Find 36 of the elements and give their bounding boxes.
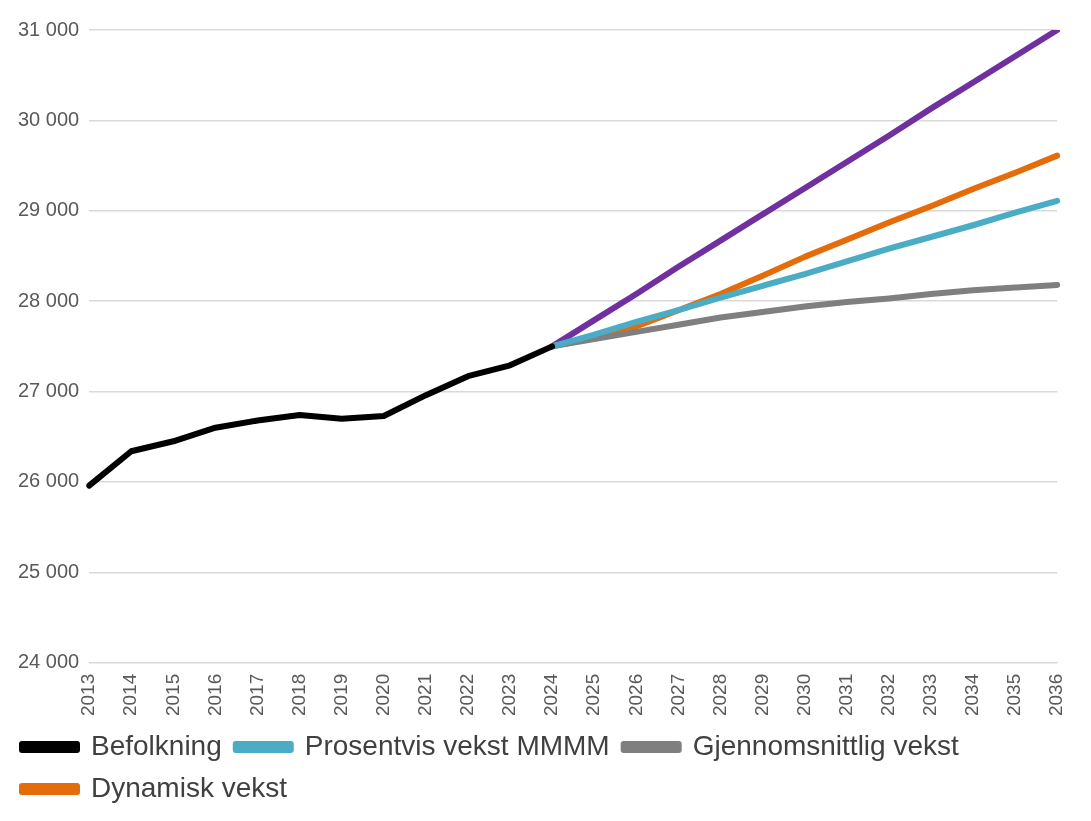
- x-tick-label: 2018: [287, 673, 309, 717]
- y-tick-label: 27 000: [18, 379, 80, 402]
- x-tick-label: 2036: [1045, 673, 1067, 717]
- x-tick-label: 2014: [119, 673, 141, 717]
- x-tick-label: 2020: [372, 673, 394, 717]
- x-tick-label: 2035: [1003, 673, 1025, 717]
- x-tick-label: 2033: [919, 673, 941, 717]
- x-tick-label: 2024: [540, 673, 562, 717]
- x-tick-label: 2025: [582, 673, 604, 717]
- x-tick-label: 2030: [792, 673, 814, 717]
- legend-label: Dynamisk vekst: [91, 771, 288, 803]
- x-tick-label: 2026: [624, 673, 646, 717]
- x-tick-label: 2015: [161, 673, 183, 717]
- x-tick-label: 2017: [245, 673, 267, 717]
- y-tick-label: 28 000: [18, 288, 80, 311]
- x-tick-label: 2021: [414, 673, 436, 717]
- x-tick-label: 2031: [834, 673, 856, 717]
- y-tick-label: 25 000: [18, 559, 80, 582]
- y-tick-label: 30 000: [18, 107, 80, 130]
- x-tick-label: 2029: [750, 673, 772, 717]
- y-tick-label: 26 000: [18, 469, 80, 492]
- x-tick-label: 2032: [877, 673, 899, 717]
- x-tick-label: 2028: [708, 673, 730, 717]
- y-tick-label: 24 000: [18, 650, 80, 673]
- x-tick-label: 2016: [203, 673, 225, 717]
- x-tick-label: 2019: [329, 673, 351, 717]
- y-tick-label: 31 000: [18, 17, 80, 40]
- x-tick-label: 2022: [456, 673, 478, 717]
- x-tick-label: 2013: [77, 673, 99, 717]
- x-tick-label: 2023: [498, 673, 520, 717]
- y-tick-label: 29 000: [18, 198, 80, 221]
- legend-label: Gjennomsnittlig vekst: [692, 729, 960, 761]
- x-tick-label: 2034: [961, 673, 983, 717]
- legend-label: Prosentvis vekst MMMM: [304, 729, 610, 761]
- x-tick-label: 2027: [666, 673, 688, 717]
- legend-label: Befolkning: [91, 729, 222, 761]
